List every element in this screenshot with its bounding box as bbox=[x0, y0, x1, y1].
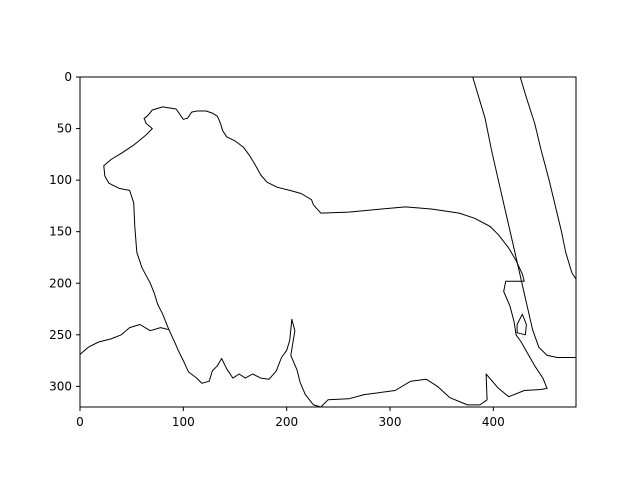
y-tick-label: 0 bbox=[64, 70, 72, 84]
x-axis-ticks: 0 100 200 300 400 bbox=[76, 407, 505, 429]
y-tick-label: 250 bbox=[49, 328, 72, 342]
y-axis-ticks: 0 50 100 150 200 250 300 bbox=[49, 70, 80, 393]
axes-frame bbox=[79, 76, 577, 408]
series-layer bbox=[79, 76, 577, 408]
x-tick-label: 300 bbox=[379, 415, 402, 429]
y-tick-label: 200 bbox=[49, 276, 72, 290]
axes-border bbox=[79, 76, 577, 408]
x-tick-label: 200 bbox=[275, 415, 298, 429]
y-tick-label: 50 bbox=[57, 122, 72, 136]
y-tick-label: 300 bbox=[49, 379, 72, 393]
series-line-2 bbox=[79, 324, 170, 355]
series-line-4 bbox=[519, 76, 577, 280]
x-tick-label: 100 bbox=[172, 415, 195, 429]
y-tick-label: 150 bbox=[49, 225, 72, 239]
y-tick-label: 100 bbox=[49, 173, 72, 187]
series-line-3 bbox=[472, 76, 577, 358]
x-tick-label: 0 bbox=[76, 415, 84, 429]
series-line-1 bbox=[103, 106, 548, 408]
x-tick-label: 400 bbox=[482, 415, 505, 429]
series-line-5 bbox=[516, 313, 527, 336]
